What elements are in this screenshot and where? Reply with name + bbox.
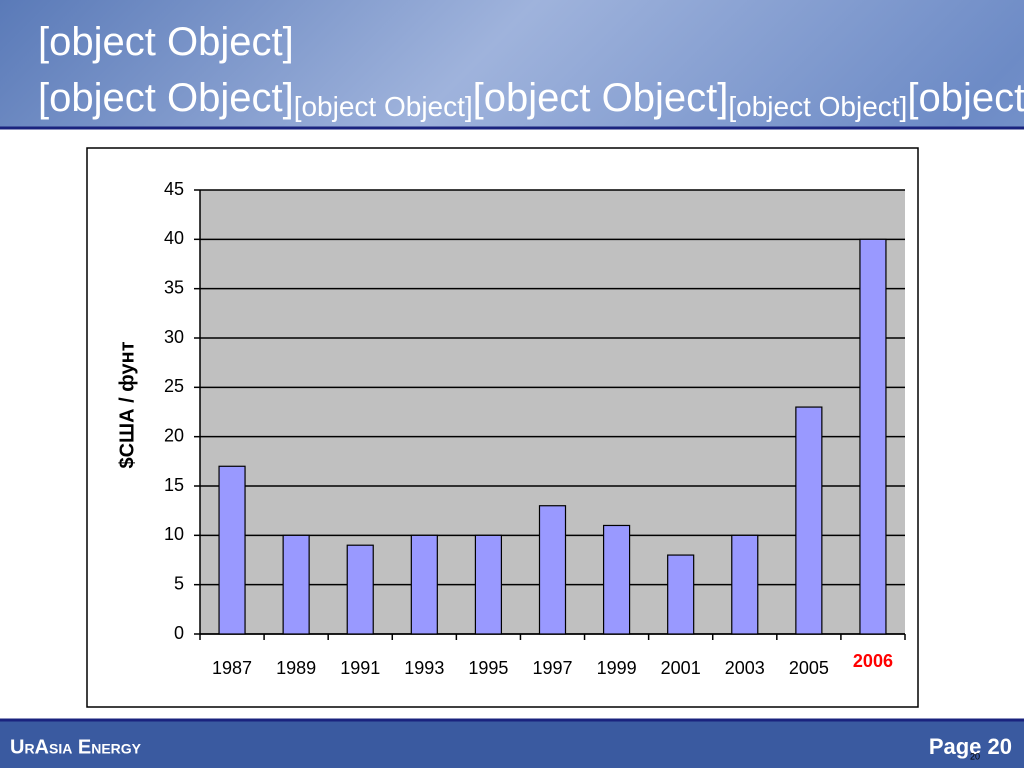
y-tick-label: 45 [164, 179, 184, 199]
y-tick-label: 40 [164, 228, 184, 248]
company-name: UrAsia Energy [10, 736, 142, 758]
y-tick-label: 30 [164, 327, 184, 347]
y-tick-label: 25 [164, 376, 184, 396]
x-tick-label: 1999 [597, 658, 637, 678]
x-tick-label: 2003 [725, 658, 765, 678]
title-part: [object Object] [728, 91, 907, 122]
x-tick-label: 2005 [789, 658, 829, 678]
title-part: [object Object] [294, 91, 473, 122]
bar [538, 505, 567, 635]
bar [667, 554, 695, 635]
page-label: Page 20 [929, 734, 1012, 759]
y-tick-label: 10 [164, 524, 184, 544]
y-tick-label: 5 [174, 573, 184, 593]
title-part: [object Object] [907, 76, 1024, 120]
y-tick-label: 15 [164, 475, 184, 495]
bar [282, 534, 310, 635]
title-part: [object Object] [38, 76, 294, 120]
chart-title: [object Object][object Object][object Ob… [38, 76, 1024, 122]
footer-band [0, 720, 1024, 768]
bar [602, 524, 631, 635]
x-tick-label: 1993 [404, 658, 444, 678]
y-axis-label: $США / фунт [116, 341, 138, 468]
bar [859, 238, 887, 635]
bar [474, 534, 503, 635]
x-tick-label: 1995 [468, 658, 508, 678]
x-tick-label: 2001 [661, 658, 701, 678]
x-tick-label: 1989 [276, 658, 316, 678]
title-part: [object Object] [38, 20, 294, 64]
bar [795, 406, 823, 635]
x-tick-label: 1991 [340, 658, 380, 678]
y-tick-label: 20 [164, 425, 184, 445]
y-tick-label: 35 [164, 277, 184, 297]
bar [410, 534, 438, 635]
slide-number: 20 [970, 751, 980, 761]
x-tick-label: 2006 [853, 651, 893, 671]
bar [731, 534, 759, 635]
title-part: [object Object] [473, 76, 729, 120]
x-tick-label: 1997 [532, 658, 572, 678]
bar [218, 465, 246, 635]
x-tick-label: 1987 [212, 658, 252, 678]
chart-title: [object Object] [38, 20, 294, 64]
y-tick-label: 0 [174, 623, 184, 643]
bar [346, 544, 374, 635]
